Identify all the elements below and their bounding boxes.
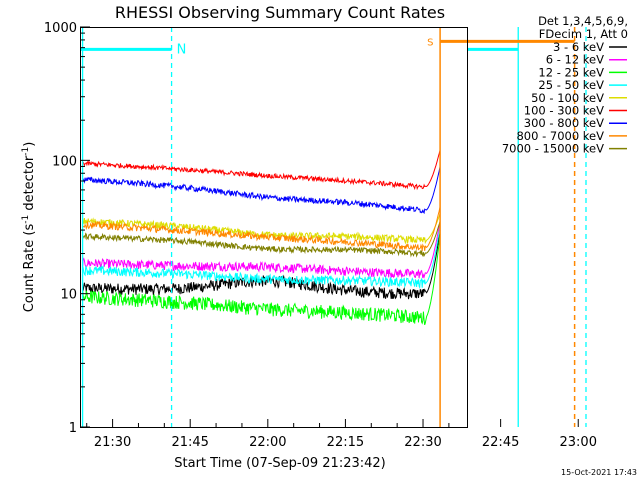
night-label: N [177,42,187,57]
legend-entry-label: 25 - 50 keV [538,78,604,92]
x-axis-ticks: 21:30 21:45 22:00 22:15 22:30 22:45 23:00 [86,419,597,450]
chart-title: RHESSI Observing Summary Count Rates [115,3,445,22]
series-line-8 [82,206,441,252]
x-tick-label: 22:30 [404,435,441,450]
y-tick-label: 10 [60,288,77,303]
series-line-6 [82,149,441,191]
series-line-4 [82,226,441,290]
saa-label: S [427,37,433,48]
x-tick-label: 22:45 [482,435,519,450]
y-tick-label: 1 [69,421,77,436]
x-tick-label: 21:45 [171,435,208,450]
y-tick-label: 1000 [44,21,77,36]
legend-entry-label: 50 - 100 keV [531,91,604,105]
y-axis-label: Count Rate (s-1 detector-1) [21,142,37,313]
legend-header-line-2: FDecim 1, Att 0 [539,27,628,41]
series-line-9 [82,220,441,258]
plot-frame [80,27,468,428]
x-tick-label: 22:00 [249,435,286,450]
x-tick-label: 21:30 [94,435,131,450]
x-tick-label: 22:15 [327,435,364,450]
legend-entry-label: 12 - 25 keV [538,65,604,79]
legend-entry-label: 300 - 800 keV [524,116,604,130]
legend-entry-label: 3 - 6 keV [553,40,604,54]
legend-header-line-1: Det 1,3,4,5,6,9, [538,14,628,28]
legend-entry-label: 6 - 12 keV [546,53,604,67]
series-line-3 [82,233,441,326]
legend-entry-label: 100 - 300 keV [524,104,604,118]
legend-entry-label: 800 - 7000 keV [516,129,604,143]
x-axis-label: Start Time (07-Sep-09 21:23:42) [174,456,385,471]
y-axis-ticks: 1 10 100 1000 [44,21,90,436]
footer-timestamp: 15-Oct-2021 17:43 [561,468,637,477]
series-line-2 [82,221,441,279]
x-tick-label: 23:00 [560,435,597,450]
series-lines [82,149,441,326]
y-tick-label: 100 [52,154,77,169]
series-line-7 [82,166,441,215]
legend-entry-label: 7000 - 15000 keV [502,142,604,156]
legend: Det 1,3,4,5,6,9, FDecim 1, Att 0 3 - 6 k… [502,14,628,156]
